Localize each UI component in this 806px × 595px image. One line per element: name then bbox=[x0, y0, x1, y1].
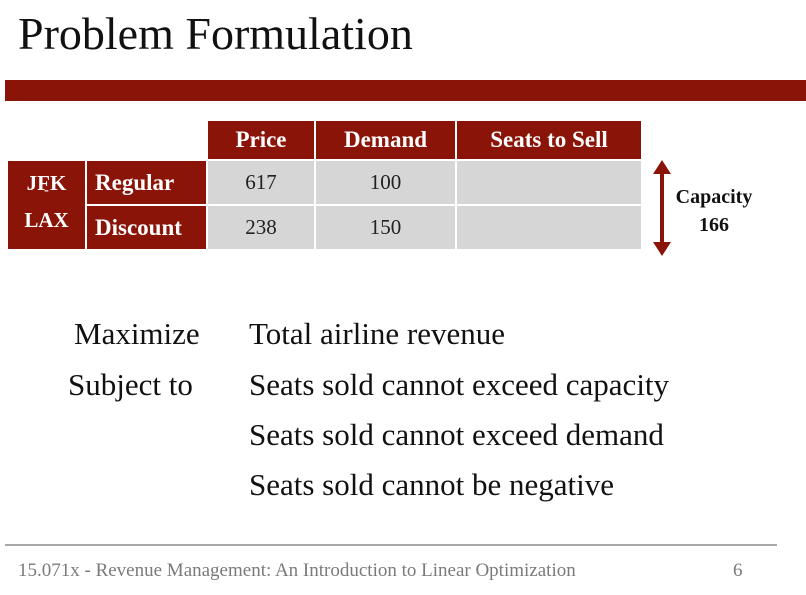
route-separator: - bbox=[44, 183, 49, 198]
footer-divider bbox=[5, 544, 777, 546]
cell-regular-demand: 100 bbox=[316, 161, 455, 204]
subject-to-label: Subject to bbox=[68, 367, 193, 402]
page-number: 6 bbox=[733, 560, 743, 581]
row-label-discount: Discount bbox=[87, 206, 206, 249]
cell-regular-seats bbox=[457, 161, 641, 204]
header-seats-to-sell: Seats to Sell bbox=[457, 121, 641, 159]
capacity-title: Capacity bbox=[675, 186, 753, 208]
capacity-label: Capacity 166 bbox=[664, 183, 764, 239]
cell-regular-price: 617 bbox=[208, 161, 314, 204]
maximize-label: Maximize bbox=[74, 316, 200, 351]
objective-text: Total airline revenue bbox=[249, 316, 506, 351]
route-destination: LAX bbox=[24, 208, 69, 232]
capacity-value: 166 bbox=[699, 214, 729, 236]
route-cell: JFK - LAX bbox=[8, 161, 85, 249]
route-origin: JFK bbox=[26, 171, 67, 195]
row-label-regular: Regular bbox=[87, 161, 206, 204]
header-demand: Demand bbox=[316, 121, 455, 159]
slide-title: Problem Formulation bbox=[18, 8, 413, 59]
header-price: Price bbox=[208, 121, 314, 159]
double-arrow-icon bbox=[653, 160, 671, 256]
constraint-capacity: Seats sold cannot exceed capacity bbox=[249, 367, 670, 402]
constraint-demand: Seats sold cannot exceed demand bbox=[249, 417, 664, 452]
cell-discount-price: 238 bbox=[208, 206, 314, 249]
title-bar bbox=[5, 80, 806, 101]
footer-course: 15.071x - Revenue Management: An Introdu… bbox=[18, 560, 576, 581]
constraint-nonnegative: Seats sold cannot be negative bbox=[249, 467, 615, 502]
cell-discount-demand: 150 bbox=[316, 206, 455, 249]
cell-discount-seats bbox=[457, 206, 641, 249]
